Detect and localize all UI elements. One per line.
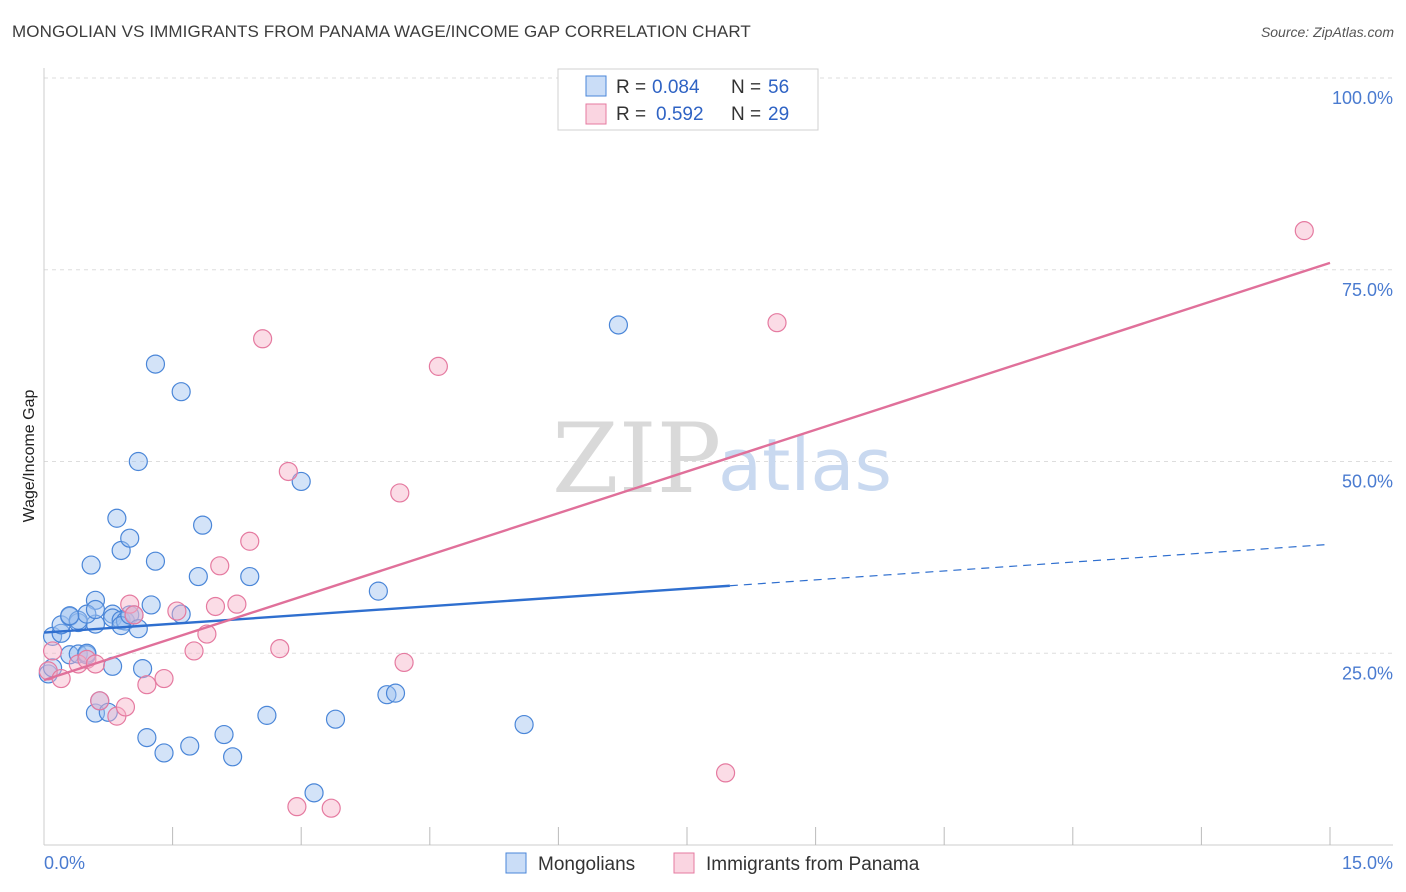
mongolians-point	[385, 683, 406, 703]
panama-trend-line	[43, 261, 1331, 682]
panama-point	[715, 763, 736, 783]
mongolians-point	[608, 315, 629, 335]
legend-n-label-1: N =	[731, 77, 761, 98]
panama-point	[270, 639, 290, 659]
bottom-legend: Mongolians Immigrants from Panama	[505, 852, 920, 875]
panama-point	[767, 313, 787, 333]
panama-point	[394, 652, 414, 673]
bottom-legend-panama: Immigrants from Panama	[706, 854, 920, 875]
trend-lines	[43, 261, 1331, 682]
panama-point	[287, 797, 307, 817]
mongolians-point	[304, 783, 324, 803]
panama-point	[253, 329, 273, 349]
panama-point	[137, 675, 157, 695]
legend-r-value-2: 0.592	[656, 104, 704, 125]
legend-n-value-2: 29	[768, 104, 789, 125]
data-points	[38, 221, 1314, 818]
mongolians-point	[85, 599, 106, 620]
legend-r-label-2: R =	[616, 104, 646, 125]
mongolians-point	[132, 658, 153, 679]
mongolians-point	[107, 508, 127, 528]
mongolians-point	[214, 724, 234, 745]
panama-point	[42, 641, 63, 661]
watermark: ZIP atlas	[552, 403, 892, 515]
panama-point	[1294, 221, 1314, 241]
watermark-atlas: atlas	[718, 423, 892, 507]
legend-n-value-1: 56	[768, 77, 789, 98]
panama-point	[278, 461, 298, 482]
y-tick-labels: 25.0% 50.0% 75.0% 100.0%	[1332, 88, 1393, 683]
panama-point	[115, 697, 136, 717]
panama-point	[184, 641, 204, 661]
mongolians-point	[188, 566, 208, 587]
y-tick-label-75: 75.0%	[1342, 280, 1393, 300]
panama-point	[210, 556, 230, 576]
axes	[43, 68, 1393, 846]
panama-point	[205, 596, 226, 617]
chart-title: MONGOLIAN VS IMMIGRANTS FROM PANAMA WAGE…	[12, 22, 751, 41]
mongolians-point	[81, 555, 101, 575]
mongolians-point	[137, 728, 157, 748]
mongolians-point	[514, 714, 534, 735]
mongolians-trend-line	[43, 584, 730, 634]
mongolians-point	[291, 471, 311, 492]
y-tick-label-100: 100.0%	[1332, 88, 1393, 108]
legend-n-label-2: N =	[731, 104, 761, 125]
bottom-legend-swatch-panama	[673, 852, 695, 874]
mongolians-point	[223, 747, 243, 767]
panama-point	[120, 594, 140, 614]
mongolians-point	[240, 566, 260, 587]
y-axis-label: Wage/Income Gap	[21, 390, 38, 523]
bottom-legend-mongolians: Mongolians	[538, 854, 635, 875]
legend-r-label-1: R =	[616, 77, 646, 98]
mongolians-point	[120, 528, 140, 548]
legend-r-value-1: 0.084	[652, 77, 700, 98]
mongolians-point	[145, 354, 166, 374]
panama-point	[428, 356, 448, 376]
mongolians-point	[77, 604, 97, 624]
mongolians-point	[171, 382, 191, 402]
panama-point	[227, 594, 247, 614]
y-tick-label-25: 25.0%	[1342, 663, 1393, 683]
mongolians-point	[145, 551, 166, 571]
mongolians-point	[154, 743, 174, 763]
panama-point	[390, 483, 410, 503]
mongolians-trend-extension	[729, 543, 1331, 587]
panama-point	[90, 691, 110, 711]
mongolians-point	[368, 581, 388, 601]
x-tick-label-max: 15.0%	[1342, 853, 1393, 873]
legend-swatch-blue	[585, 75, 607, 97]
mongolians-point	[128, 451, 148, 472]
mongolians-point	[180, 736, 200, 756]
mongolians-point	[193, 515, 213, 535]
panama-point	[124, 605, 144, 625]
panama-point	[321, 798, 341, 818]
panama-point	[154, 668, 174, 689]
mongolians-point	[141, 595, 161, 615]
x-tick-label-min: 0.0%	[44, 853, 85, 873]
bottom-legend-swatch-mongolians	[505, 852, 527, 874]
y-tick-label-50: 50.0%	[1342, 472, 1393, 492]
panama-point	[240, 531, 260, 551]
source-credit: Source: ZipAtlas.com	[1260, 24, 1394, 40]
panama-point	[167, 601, 187, 621]
mongolians-point	[60, 606, 80, 626]
mongolians-point	[257, 705, 277, 725]
legend: R = 0.084 N = 56 R = 0.592 N = 29	[557, 68, 819, 131]
mongolians-point	[120, 605, 140, 625]
legend-swatch-pink	[585, 103, 607, 125]
mongolians-point	[325, 709, 346, 729]
gridlines	[44, 77, 1393, 654]
watermark-zip: ZIP	[552, 403, 721, 515]
